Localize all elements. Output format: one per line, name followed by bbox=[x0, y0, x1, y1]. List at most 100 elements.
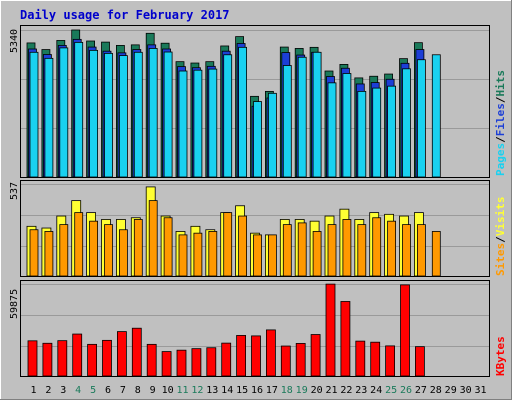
day-label-5: 5 bbox=[90, 385, 96, 396]
kbytes-bar-day-17 bbox=[265, 329, 276, 377]
legend-sep-3: / bbox=[494, 236, 507, 243]
sites-bar-day-4 bbox=[74, 212, 84, 277]
legend-visits: Visits bbox=[494, 197, 507, 237]
sites-bar-day-27 bbox=[416, 224, 426, 277]
day-label-15: 15 bbox=[236, 385, 248, 396]
sites-bar-day-11 bbox=[178, 234, 188, 277]
kbytes-bar-day-3 bbox=[57, 340, 68, 377]
pages-bar-day-2 bbox=[44, 57, 54, 178]
legend-sites: Sites bbox=[494, 243, 507, 276]
sites-bar-day-17 bbox=[267, 234, 277, 277]
kbytes-bar-day-18 bbox=[280, 345, 291, 377]
sites-bar-day-21 bbox=[327, 224, 337, 277]
pages-bar-day-13 bbox=[208, 68, 218, 178]
sites-bar-day-28 bbox=[431, 231, 441, 277]
kbytes-bar-day-20 bbox=[310, 334, 321, 377]
day-label-6: 6 bbox=[105, 385, 111, 396]
kbytes-bar-day-25 bbox=[385, 345, 396, 377]
pages-bar-day-1 bbox=[29, 51, 39, 178]
sites-bar-day-19 bbox=[297, 222, 307, 277]
bars bbox=[26, 29, 441, 377]
sites-bar-day-16 bbox=[253, 234, 262, 277]
day-label-17: 17 bbox=[266, 385, 278, 396]
pages-bar-day-25 bbox=[387, 85, 397, 178]
day-label-18: 18 bbox=[281, 385, 293, 396]
sites-bar-day-18 bbox=[282, 224, 292, 277]
day-label-13: 13 bbox=[206, 385, 218, 396]
legend-hits-files-pages: Pages/Files/Hits bbox=[494, 70, 507, 176]
y-max-label-visits: 537 bbox=[9, 182, 20, 200]
day-label-27: 27 bbox=[415, 385, 427, 396]
sites-bar-day-8 bbox=[133, 219, 143, 277]
sites-bar-day-1 bbox=[29, 229, 39, 277]
sites-bar-day-6 bbox=[104, 224, 113, 277]
pages-bar-day-22 bbox=[342, 73, 352, 178]
pages-bar-day-10 bbox=[163, 51, 173, 178]
legend-files: Files bbox=[494, 103, 507, 136]
kbytes-bar-day-10 bbox=[161, 351, 172, 377]
sites-bar-day-14 bbox=[223, 212, 233, 277]
legend-hits: Hits bbox=[494, 70, 507, 97]
sites-bar-day-9 bbox=[148, 200, 158, 277]
kbytes-bar-day-24 bbox=[370, 341, 381, 377]
day-label-1: 1 bbox=[30, 385, 36, 396]
legend-sep-2: / bbox=[494, 96, 507, 103]
kbytes-bar-day-11 bbox=[176, 349, 187, 377]
x-axis-day-labels: 1 2 3 4 5 6 7 8 9 10 11 12 13 14 15 16 17 18 19 20 21 22 23 24 2… bbox=[30, 385, 486, 396]
kbytes-bar-day-5 bbox=[87, 343, 97, 377]
sites-bar-day-26 bbox=[402, 224, 411, 277]
legend-sep-1: / bbox=[494, 136, 507, 143]
legend-pages: Pages bbox=[494, 143, 507, 176]
sites-bar-day-25 bbox=[387, 220, 397, 277]
pages-bar-day-6 bbox=[104, 52, 113, 178]
day-label-10: 10 bbox=[162, 385, 174, 396]
pages-bar-day-5 bbox=[89, 49, 98, 178]
pages-bar-day-9 bbox=[148, 48, 158, 178]
pages-bar-day-11 bbox=[178, 70, 188, 178]
day-label-21: 21 bbox=[325, 385, 337, 396]
kbytes-bar-day-14 bbox=[221, 342, 232, 377]
pages-bar-day-26 bbox=[402, 68, 411, 178]
kbytes-bar-day-8 bbox=[131, 327, 142, 377]
day-label-30: 30 bbox=[460, 385, 472, 396]
day-label-22: 22 bbox=[340, 385, 352, 396]
sites-bar-day-7 bbox=[119, 229, 128, 277]
day-label-9: 9 bbox=[150, 385, 156, 396]
day-label-14: 14 bbox=[221, 385, 233, 396]
kbytes-bar-day-6 bbox=[102, 339, 112, 377]
day-label-4: 4 bbox=[75, 385, 81, 396]
kbytes-bar-day-26 bbox=[400, 284, 410, 377]
day-label-19: 19 bbox=[296, 385, 308, 396]
kbytes-bar-day-9 bbox=[146, 343, 157, 377]
legend-kbytes: KBytes bbox=[494, 336, 507, 376]
kbytes-bar-day-15 bbox=[236, 335, 247, 377]
pages-bar-day-27 bbox=[416, 59, 426, 178]
day-label-26: 26 bbox=[400, 385, 412, 396]
kbytes-bar-day-21 bbox=[325, 283, 336, 377]
sites-bar-day-20 bbox=[312, 231, 322, 277]
sites-bar-day-22 bbox=[342, 219, 352, 277]
day-label-2: 2 bbox=[45, 385, 51, 396]
pages-bar-day-19 bbox=[297, 56, 307, 178]
sites-bar-day-10 bbox=[163, 217, 173, 277]
legend-kbytes-label: KBytes bbox=[494, 336, 507, 376]
sites-bar-day-3 bbox=[59, 224, 69, 277]
pages-bar-day-23 bbox=[357, 90, 367, 178]
pages-bar-day-3 bbox=[59, 47, 69, 178]
sites-bar-day-24 bbox=[372, 217, 382, 277]
pages-bar-day-18 bbox=[282, 65, 292, 178]
kbytes-bar-day-22 bbox=[340, 301, 351, 377]
pages-bar-day-7 bbox=[119, 55, 128, 178]
legend-visits-sites: Sites/Visits bbox=[494, 197, 507, 277]
day-label-11: 11 bbox=[176, 385, 188, 396]
kbytes-bar-day-27 bbox=[414, 346, 425, 377]
day-label-29: 29 bbox=[445, 385, 457, 396]
kbytes-bar-day-23 bbox=[355, 340, 366, 377]
kbytes-bar-day-16 bbox=[251, 335, 261, 377]
pages-bar-day-24 bbox=[372, 87, 382, 178]
y-max-label-kbytes: 59875 bbox=[9, 289, 20, 319]
day-label-3: 3 bbox=[60, 385, 66, 396]
pages-bar-day-16 bbox=[253, 101, 262, 178]
pages-bar-day-14 bbox=[223, 54, 233, 178]
